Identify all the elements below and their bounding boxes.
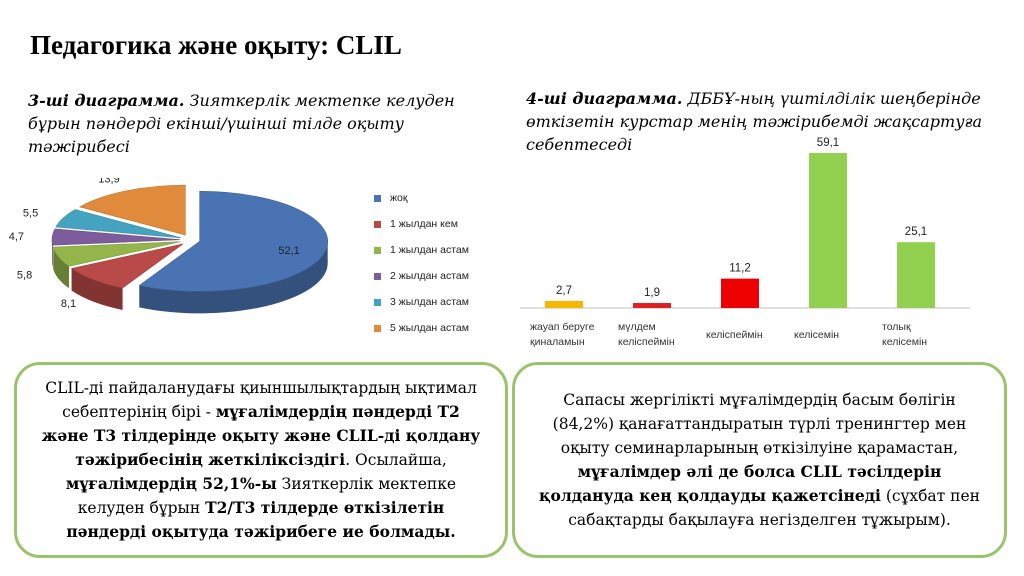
- pie-slice: [138, 191, 328, 292]
- pie-slice-side: [53, 247, 70, 289]
- finding-left-bold: мұғалімдердің 52,1%-ы: [65, 474, 277, 493]
- finding-box-left: CLIL-ді пайдаланудағы қиыншылықтардың ық…: [14, 362, 508, 558]
- bar-chart: 2,7 жауап беруге қиналамын 1,9 мүлдем келіспе…: [520, 137, 970, 348]
- pie-value-label: 5,8: [17, 270, 32, 282]
- pie-value-label: 52,1: [278, 245, 299, 257]
- legend-item: 2 жылдан астам: [374, 268, 469, 284]
- chart4-caption-bold: 4-ші диаграмма.: [526, 89, 683, 108]
- bar-value-label: 25,1: [905, 226, 927, 238]
- legend-swatch: [374, 220, 381, 228]
- pie-chart: 52,1 8,1 5,8 4,7 5,5 13,9: [9, 178, 328, 314]
- legend-item: жоқ: [374, 190, 407, 206]
- pie-slice: [70, 243, 184, 289]
- pie-value-label: 4,7: [9, 231, 24, 243]
- chart4-caption-text: ДББҰ-ның үштілділік шеңберінде өткізетін…: [526, 89, 983, 154]
- legend-item: 1 жылдан кем: [374, 216, 458, 232]
- legend-item: 1 жылдан астам: [374, 242, 469, 258]
- bar-value-label: 11,2: [729, 263, 751, 275]
- legend-swatch: [374, 194, 381, 202]
- bar-value-label: 2,7: [556, 285, 572, 297]
- finding-left-bold: Т2/Т3 тілдерде өткізілетін пәндерді оқыт…: [66, 498, 456, 541]
- bar: [897, 242, 935, 308]
- legend-item: 3 жылдан астам: [374, 294, 469, 310]
- finding-left-part: . Осылайша,: [345, 451, 447, 469]
- page-title: Педагогика және оқыту: CLIL: [30, 30, 402, 60]
- pie-slice: [52, 241, 181, 267]
- legend-label: 1 жылдан астам: [390, 244, 469, 256]
- pie-slice-side: [139, 241, 328, 314]
- chart3-caption-bold: 3-ші диаграмма.: [28, 91, 185, 110]
- pie-slice: [79, 184, 186, 236]
- legend-label: 1 жылдан кем: [390, 218, 458, 230]
- bar-value-label: 1,9: [644, 287, 660, 299]
- pie-value-label: 13,9: [98, 178, 119, 186]
- finding-left-bold: мұғалімдердің пәндерді Т2 және Т3 тілдер…: [41, 402, 481, 469]
- pie-slice: [55, 209, 181, 239]
- bar-category-label: мүлдем келіспеймін: [618, 321, 675, 348]
- finding-left-part: CLIL-ді пайдаланудағы қиыншылықтардың ық…: [45, 379, 477, 421]
- finding-right-bold: мұғалімдер әлі де болса CLIL тәсілдерін …: [539, 462, 942, 505]
- bar-category-label: жауап беруге қиналамын: [530, 321, 595, 348]
- bar: [545, 300, 583, 308]
- chart3-caption: 3-ші диаграмма. Зияткерлік мектепке келу…: [28, 89, 458, 158]
- bar-category-label: толық келісемін: [882, 321, 927, 348]
- bar: [809, 153, 847, 308]
- pie-slice: [51, 228, 181, 246]
- finding-box-right: Сапасы жергілікті мұғалімдердің басым бө…: [512, 362, 1007, 558]
- pie-value-label: 8,1: [61, 298, 76, 310]
- finding-left-part: Зияткерлік мектепке келуден бұрын: [77, 475, 457, 517]
- bar-value-label: 59,1: [817, 137, 839, 149]
- legend-label: 2 жылдан астам: [390, 270, 469, 282]
- legend-swatch: [374, 324, 381, 332]
- legend-label: 5 жылдан астам: [390, 322, 469, 334]
- pie-slice-side: [71, 268, 123, 311]
- legend-swatch: [374, 246, 381, 254]
- legend-swatch: [374, 272, 381, 280]
- legend-label: 3 жылдан астам: [390, 296, 469, 308]
- pie-slice-side: [52, 239, 53, 268]
- finding-right-text: Сапасы жергілікті мұғалімдердің басым бө…: [537, 388, 982, 532]
- finding-right-part: Сапасы жергілікті мұғалімдердің басым бө…: [552, 391, 967, 457]
- chart3-caption-text: Зияткерлік мектепке келуден бұрын пәндер…: [28, 91, 455, 156]
- bar: [633, 303, 671, 308]
- chart4-caption: 4-ші диаграмма. ДББҰ-ның үштілділік шеңб…: [526, 87, 996, 156]
- legend-swatch: [374, 298, 381, 306]
- bar: [721, 278, 759, 308]
- finding-right-part: (сұхбат пен сабақтарды бақылауға негізде…: [568, 487, 980, 529]
- finding-left-text: CLIL-ді пайдаланудағы қиыншылықтардың ық…: [41, 376, 481, 544]
- legend-label: жоқ: [390, 192, 408, 204]
- pie-value-label: 5,5: [23, 207, 38, 219]
- bar-category-label: келіспеймін: [706, 329, 763, 341]
- legend-item: 5 жылдан астам: [374, 320, 469, 336]
- bar-category-label: келісемін: [794, 329, 839, 341]
